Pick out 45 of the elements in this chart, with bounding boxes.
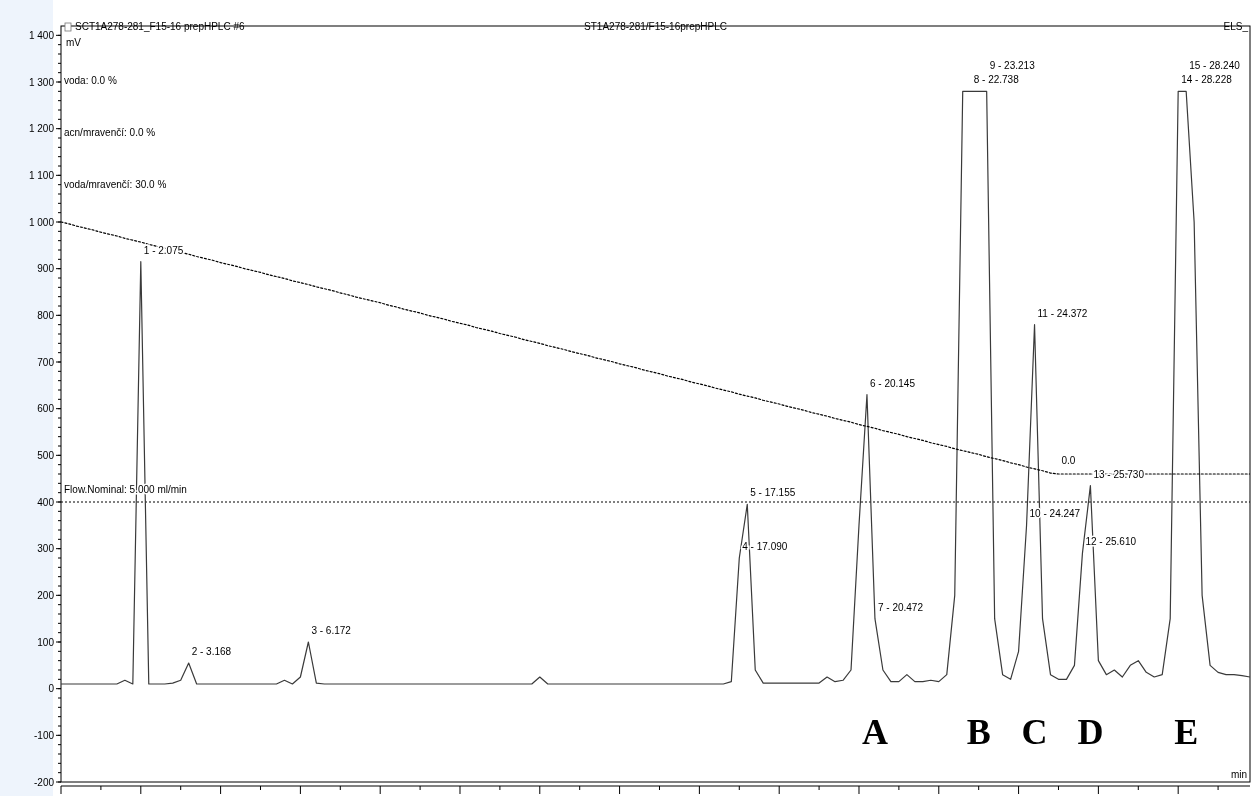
y-tick-label: -200 [33,776,55,788]
annotation: 2 - 3.168 [191,646,232,657]
y-tick-label: 700 [37,356,55,368]
annotation: 7 - 20.472 [877,601,924,613]
annotation: 12 - 25.610 [1085,536,1137,548]
y-tick-label: 100 [37,636,55,648]
y-tick-label: 300 [37,543,55,555]
annotation: 14 - 28.228 [1181,74,1233,86]
annotation: 4 - 17.090 [742,541,788,552]
y-tick-label: 0 [48,683,55,695]
line-series [61,90,1250,685]
annotation: 0.0 [1061,454,1076,466]
chart-title: SCT1A278-281_F15-16 prepHPLC #6 [75,21,245,32]
annotation: 11 - 24.372 [1037,307,1088,319]
y-tick-label: 1 000 [28,216,55,228]
x-tick-label: B [966,712,991,752]
annotation: 5 - 17.155 [750,487,796,499]
annotation: voda/mravenčí: 30.0 % [64,178,167,190]
annotation: 6 - 20.145 [869,377,916,389]
y-tick-label: 1 400 [28,29,55,41]
annotation: 9 - 23.213 [989,60,1036,72]
x-tick-label: E [1174,712,1199,752]
y-tick-label: 200 [37,589,55,601]
y-tick-label: 900 [37,263,55,275]
annotation: ELS_ [1223,21,1249,32]
y-tick-label: 600 [37,403,55,415]
y-axis-title: mV [66,37,82,48]
y-tick-label: 1 300 [28,76,55,88]
chart-subtitle: ST1A278-281/F15-16prepHPLC [584,21,727,32]
annotation: acn/mravenčí: 0.0 % [64,126,156,138]
y-tick-label: -100 [33,729,55,741]
annotation: voda: 0.0 % [64,74,117,86]
x-axis-title: min [1230,769,1247,780]
y-tick-label: 1 100 [28,169,55,181]
y-tick-label: 500 [37,449,55,461]
annotation: 13 - 25.730 [1093,468,1145,480]
annotation: 15 - 28.240 [1189,60,1241,72]
annotation: 8 - 22.738 [973,74,1020,86]
y-tick-label: 400 [37,496,55,508]
x-tick-label: C [1021,712,1048,752]
y-tick-label: 1 200 [28,123,55,135]
x-tick-label: D [1077,712,1104,752]
x-tick-label: A [861,712,888,752]
annotation: 3 - 6.172 [311,625,352,636]
y-tick-label: 800 [37,309,55,321]
